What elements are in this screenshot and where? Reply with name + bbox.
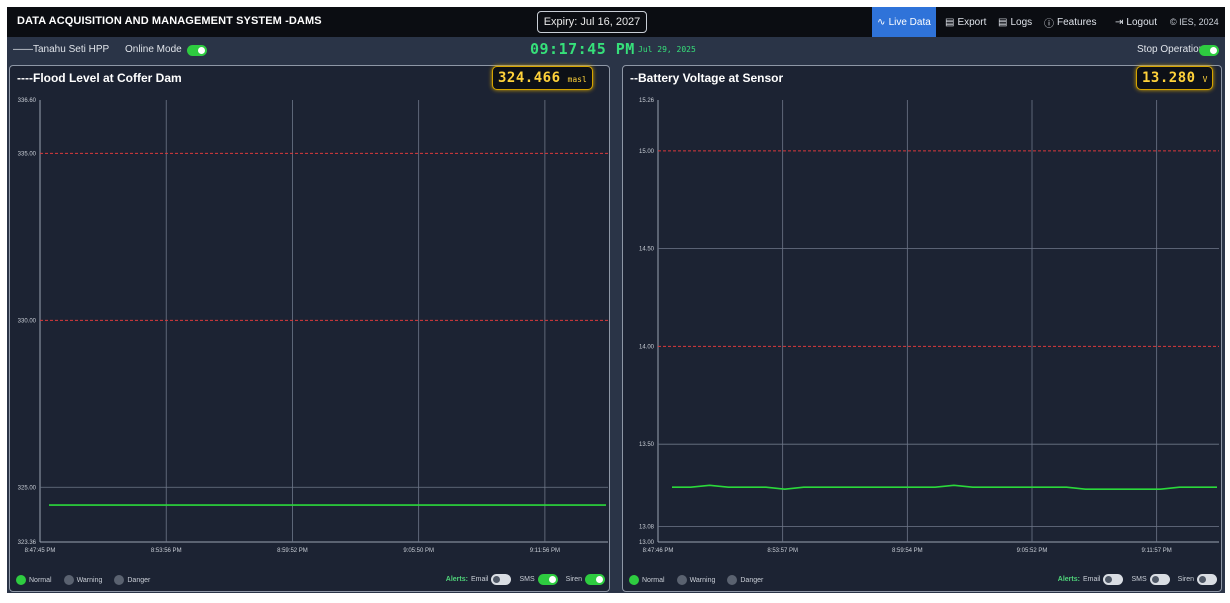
x-tick-label: 8:53:57 PM <box>767 548 798 554</box>
y-tick-label: 323.36 <box>18 540 37 546</box>
danger-dot-icon <box>727 575 738 585</box>
alert-siren-label: Siren <box>565 576 582 583</box>
stop-operation-label: Stop Operation <box>1137 44 1205 55</box>
legend-normal: Normal <box>29 576 52 584</box>
y-tick-label: 330.00 <box>18 318 37 324</box>
normal-dot-icon <box>16 575 26 585</box>
legend-warning: Warning <box>76 576 103 584</box>
flood-level-chart: 336.60 335.00 330.00 325.00 323.36 8:47:45 PM… <box>18 98 608 554</box>
readout-value: 13.280 <box>1142 70 1196 86</box>
expiry-badge: Expiry: Jul 16, 2027 <box>537 11 647 33</box>
y-tick-label: 13.00 <box>639 540 655 546</box>
alert-email-toggle[interactable] <box>491 574 512 585</box>
online-mode-label: Online Mode <box>125 44 182 55</box>
y-tick-label: 15.00 <box>639 149 655 155</box>
battery-voltage-chart: 15.26 15.00 14.50 14.00 13.50 13.08 13.00 8:47:… <box>639 98 1219 554</box>
readout-value: 324.466 <box>498 70 561 86</box>
alert-email-label: Email <box>1082 576 1101 583</box>
alert-sms-label: SMS <box>519 576 535 583</box>
y-tick-label: 14.50 <box>639 247 655 253</box>
panel-title: ----Flood Level at Coffer Dam <box>17 71 182 85</box>
alert-sms-toggle[interactable] <box>537 574 558 585</box>
alert-siren-label: Siren <box>1177 576 1194 583</box>
alerts-controls: Alerts: Email SMS Siren <box>446 574 605 585</box>
status-legend: Normal Warning Danger <box>13 575 159 585</box>
nav-logout[interactable]: ⇥ Logout <box>1115 7 1157 37</box>
alert-sms-toggle[interactable] <box>1149 574 1170 585</box>
nav-export[interactable]: ▤ Export <box>945 7 986 37</box>
clock-time: 09:17:45 PM <box>530 40 635 58</box>
x-tick-label: 8:47:45 PM <box>25 548 56 554</box>
nav-logs[interactable]: ▤ Logs <box>998 7 1032 37</box>
alerts-label: Alerts: <box>1057 576 1080 583</box>
file-export-icon: ▤ <box>945 16 955 28</box>
x-tick-label: 8:47:46 PM <box>643 548 674 554</box>
legend-danger: Danger <box>740 576 764 584</box>
y-tick-label: 336.60 <box>18 98 37 104</box>
y-tick-label: 325.00 <box>18 485 37 491</box>
readout-unit: masl <box>567 75 587 84</box>
value-readout: 324.466 masl <box>492 66 593 90</box>
online-mode-toggle[interactable] <box>187 45 207 56</box>
status-legend: Normal Warning Danger <box>626 575 772 585</box>
x-tick-label: 8:59:52 PM <box>277 548 308 554</box>
legend-danger: Danger <box>127 576 151 584</box>
clock-date: Jul 29, 2025 <box>638 45 696 54</box>
warning-dot-icon <box>676 575 687 585</box>
panel-flood-level: ----Flood Level at Coffer Dam 324.466 ma… <box>9 65 610 592</box>
y-tick-label: 15.26 <box>639 98 655 104</box>
series-line <box>672 484 1217 491</box>
nav-features-label: Features <box>1057 16 1097 28</box>
alerts-label: Alerts: <box>445 576 468 583</box>
file-logs-icon: ▤ <box>998 16 1008 28</box>
station-name: ——Tanahu Seti HPP <box>13 44 110 55</box>
normal-dot-icon <box>629 575 639 585</box>
alert-siren-toggle[interactable] <box>1197 574 1217 585</box>
nav-logout-label: Logout <box>1126 16 1157 28</box>
nav-export-label: Export <box>957 16 987 28</box>
y-tick-label: 13.50 <box>639 442 655 448</box>
nav-logs-label: Logs <box>1010 16 1033 28</box>
logout-icon: ⇥ <box>1115 16 1124 28</box>
panel-title: --Battery Voltage at Sensor <box>630 71 784 85</box>
y-tick-label: 335.00 <box>18 151 37 157</box>
alert-email-label: Email <box>470 576 489 583</box>
x-tick-label: 8:59:54 PM <box>892 548 923 554</box>
y-tick-label: 14.00 <box>639 344 655 350</box>
nav-features[interactable]: ⓘ Features <box>1044 7 1096 37</box>
x-tick-label: 9:11:57 PM <box>1142 548 1172 554</box>
alert-siren-toggle[interactable] <box>585 574 605 585</box>
top-navbar: DATA ACQUISITION AND MANAGEMENT SYSTEM -… <box>7 7 1225 37</box>
legend-normal: Normal <box>642 576 665 584</box>
x-tick-label: 9:05:50 PM <box>403 548 434 554</box>
x-tick-label: 9:11:56 PM <box>530 548 560 554</box>
y-tick-label: 13.08 <box>639 524 655 530</box>
copyright: © IES, 2024 <box>1170 17 1219 27</box>
readout-unit: V <box>1202 75 1208 84</box>
panel-battery-voltage: --Battery Voltage at Sensor 13.280 V 15.… <box>622 65 1222 592</box>
danger-dot-icon <box>114 575 125 585</box>
legend-warning: Warning <box>689 576 716 584</box>
status-bar: ——Tanahu Seti HPP Online Mode 09:17:45 P… <box>7 37 1225 63</box>
stop-operation-toggle[interactable] <box>1199 45 1219 56</box>
value-readout: 13.280 V <box>1136 66 1214 90</box>
app-title: DATA ACQUISITION AND MANAGEMENT SYSTEM -… <box>17 15 322 27</box>
nav-live-data[interactable]: ∿ Live Data <box>872 7 936 37</box>
alert-sms-label: SMS <box>1131 576 1147 583</box>
info-circle-icon: ⓘ <box>1044 18 1054 30</box>
x-tick-label: 8:53:56 PM <box>151 548 182 554</box>
x-tick-label: 9:05:52 PM <box>1017 548 1048 554</box>
warning-dot-icon <box>63 575 74 585</box>
activity-icon: ∿ <box>877 16 886 28</box>
alerts-controls: Alerts: Email SMS Siren <box>1058 574 1217 585</box>
nav-live-data-label: Live Data <box>888 16 931 28</box>
alert-email-toggle[interactable] <box>1103 574 1124 585</box>
